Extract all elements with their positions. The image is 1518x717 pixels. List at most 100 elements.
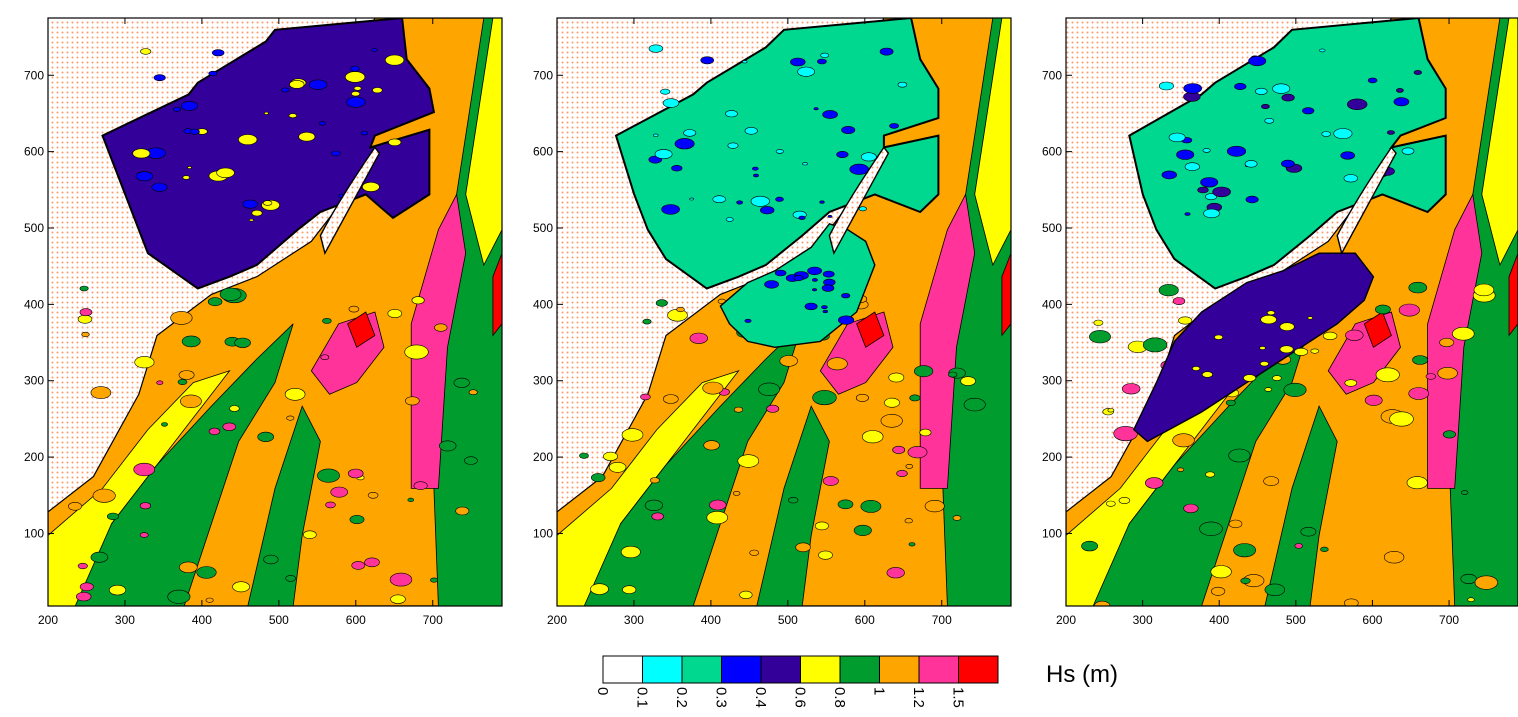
- contour-blob: [620, 545, 641, 559]
- basin-blob: [837, 315, 855, 325]
- contour-blob: [1225, 399, 1236, 406]
- basin-blob: [751, 166, 759, 171]
- contour-blob: [1389, 411, 1414, 427]
- basin-blob: [351, 91, 361, 97]
- basin-blob: [671, 165, 683, 172]
- contour-blob: [317, 468, 340, 483]
- basin-blob: [1386, 130, 1395, 135]
- contour-blob: [434, 323, 448, 332]
- basin-blob: [1245, 195, 1259, 204]
- contour-blob: [1172, 297, 1186, 305]
- basin-blob: [346, 96, 366, 108]
- basin-blob: [1294, 347, 1309, 356]
- y-tick-label: 500: [533, 221, 553, 235]
- plot-frame: [1065, 17, 1518, 607]
- basin-blob: [821, 305, 828, 310]
- contour-blob: [622, 585, 637, 595]
- contour-blob: [814, 521, 829, 531]
- contour-band: [1264, 405, 1338, 606]
- contour-blob: [749, 549, 760, 556]
- contour-blob: [826, 357, 848, 371]
- contour-blob: [1158, 284, 1179, 297]
- basin-blob: [744, 127, 758, 135]
- breakwater: [1336, 146, 1397, 256]
- contour-blob: [284, 387, 306, 401]
- contour-blob: [407, 497, 415, 503]
- x-tick-label: 200: [1056, 613, 1076, 627]
- basin-blob: [759, 206, 775, 215]
- basin-blob: [648, 44, 664, 53]
- basin-blob: [1393, 97, 1410, 107]
- x-tick-label: 700: [423, 613, 443, 627]
- contour-blob: [1283, 382, 1307, 397]
- basin-blob: [1184, 162, 1200, 171]
- contour-blob: [608, 461, 627, 473]
- contour-blob: [79, 308, 93, 317]
- contour-blob: [590, 583, 609, 595]
- contour-blob: [411, 296, 425, 305]
- x-tick-label: 600: [1362, 613, 1382, 627]
- contour-blob: [1408, 281, 1428, 294]
- basin-blob: [811, 278, 818, 282]
- colorbar: 0 0.1 0.2 0.3 0.4 0.6 0.8 1 1.2 1.5: [594, 655, 999, 708]
- contour-band: [1363, 311, 1392, 348]
- contour-blob: [766, 404, 780, 413]
- contour-blob: [107, 512, 120, 521]
- basin-blob: [153, 74, 166, 82]
- basin-blob: [1214, 334, 1224, 340]
- x-tick-label: 500: [778, 613, 798, 627]
- basin-blob: [683, 129, 697, 137]
- basin-blob: [262, 200, 273, 206]
- basin-blob: [1243, 374, 1257, 382]
- contour-blob: [1294, 543, 1303, 549]
- contour-blob: [1474, 575, 1498, 590]
- contour-blob: [347, 468, 364, 479]
- contour-blob: [1408, 387, 1429, 400]
- contour-band: [1481, 18, 1518, 267]
- basin-blob: [822, 110, 838, 119]
- basin-blob: [330, 150, 341, 157]
- x-tick-label: 300: [115, 613, 135, 627]
- basin-blob: [187, 166, 192, 169]
- panel-left: 200 300 400 500 600 700 100 200 300 400 500 600 700: [24, 17, 503, 627]
- basin-blob: [1203, 208, 1220, 219]
- basin-blob: [353, 86, 362, 91]
- y-tick-label: 400: [24, 297, 44, 311]
- contour-blob: [1183, 503, 1199, 514]
- contour-blob: [1228, 448, 1251, 463]
- basin-blob: [1319, 48, 1326, 53]
- basin-blob: [1264, 118, 1274, 124]
- contour-band: [919, 193, 976, 489]
- contour-blob: [404, 344, 429, 360]
- basin-blob: [238, 134, 258, 145]
- basin-blob: [1259, 346, 1266, 350]
- basin-blob: [836, 151, 849, 159]
- basin-blob: [807, 266, 822, 276]
- colorbar-tick-label: 0.8: [831, 687, 848, 708]
- contour-blob: [207, 297, 223, 307]
- contour-blob: [1320, 546, 1329, 553]
- contour-blob: [855, 393, 869, 402]
- contour-blob: [109, 584, 127, 596]
- contour-blob: [170, 311, 193, 325]
- basin-blob: [1281, 159, 1295, 168]
- basin-blob: [841, 293, 851, 299]
- contour-blob: [590, 473, 606, 483]
- basin-blob: [208, 70, 218, 77]
- contour-blob: [812, 390, 837, 406]
- contour-blob: [737, 454, 760, 468]
- contour-band: [74, 323, 294, 606]
- colorbar-tick-label: 1.2: [910, 687, 927, 708]
- contour-blob: [886, 567, 905, 579]
- x-tick-label: 200: [547, 613, 567, 627]
- y-tick-label: 600: [24, 145, 44, 159]
- contour-blob: [139, 502, 151, 510]
- contour-blob: [349, 514, 365, 524]
- basin-blob: [841, 126, 856, 135]
- x-tick-label: 600: [855, 613, 875, 627]
- y-tick-label: 100: [24, 526, 44, 540]
- contour-blob: [322, 317, 332, 324]
- contour-blob: [1398, 303, 1420, 317]
- breakwater: [319, 146, 381, 256]
- basin-blob: [371, 48, 378, 52]
